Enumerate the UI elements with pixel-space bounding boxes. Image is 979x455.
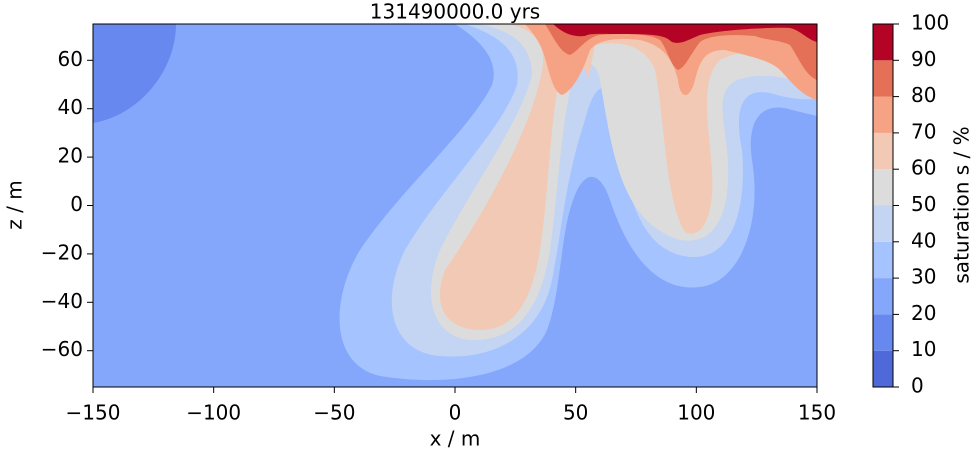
y-tick-label: 20 [58, 144, 83, 168]
colorbar-band [873, 60, 893, 97]
colorbar-band [873, 350, 893, 387]
x-tick-label: 0 [449, 401, 462, 425]
colorbar-tick-label: 50 [911, 192, 936, 216]
contour-band [439, 24, 817, 330]
colorbar-tick-label: 10 [911, 337, 936, 361]
colorbar-band [873, 96, 893, 133]
colorbar-tick-label: 20 [911, 301, 936, 325]
y-tick-label: −40 [41, 289, 83, 313]
colorbar-band [873, 132, 893, 170]
colorbar-tick-label: 40 [911, 228, 936, 252]
y-tick-label: 60 [58, 47, 83, 71]
colorbar-band [873, 24, 893, 61]
y-tick-label: −60 [41, 337, 83, 361]
y-tick-label: 0 [70, 192, 83, 216]
y-axis-label: z / m [3, 180, 27, 229]
colorbar-band [873, 205, 893, 242]
colorbar-tick-label: 0 [911, 374, 924, 398]
x-tick-label: 50 [563, 401, 588, 425]
x-tick-label: −150 [66, 401, 121, 425]
colorbar-tick-label: 30 [911, 265, 936, 289]
colorbar-tick-label: 100 [911, 11, 949, 35]
y-tick-label: −20 [41, 240, 83, 264]
colorbar-band [873, 314, 893, 351]
x-tick-label: −100 [186, 401, 241, 425]
colorbar-tick-label: 60 [911, 156, 936, 180]
colorbar-label: saturation s / % [950, 126, 974, 283]
x-tick-label: −50 [313, 401, 355, 425]
colorbar-tick-label: 80 [911, 83, 936, 107]
colorbar-tick-label: 90 [911, 47, 936, 71]
x-tick-label: 100 [677, 401, 715, 425]
contour-band [93, 24, 176, 123]
contour-band [545, 24, 817, 80]
x-tick-label: 150 [798, 401, 836, 425]
y-tick-label: 40 [58, 95, 83, 119]
contour-band [525, 24, 817, 100]
colorbar-tick-label: 70 [911, 119, 936, 143]
colorbar-band [873, 241, 893, 279]
chart-title: 131490000.0 yrs [370, 0, 540, 24]
x-axis-label: x / m [430, 427, 481, 451]
colorbar-band [873, 169, 893, 206]
contour-band [553, 24, 817, 43]
colorbar-band [873, 278, 893, 315]
contour-field [93, 24, 817, 387]
